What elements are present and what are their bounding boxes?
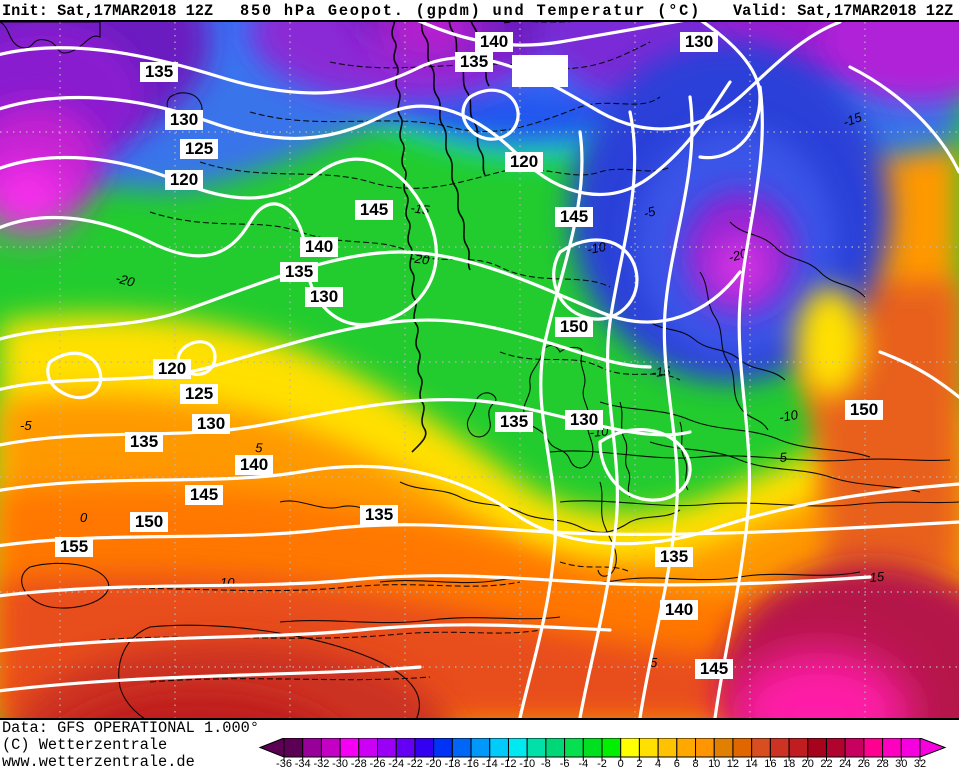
svg-text:18: 18 <box>783 758 795 770</box>
svg-text:135: 135 <box>500 412 528 431</box>
svg-text:14: 14 <box>745 758 757 770</box>
svg-text:-18: -18 <box>444 758 460 770</box>
svg-text:2: 2 <box>636 758 642 770</box>
svg-text:120: 120 <box>510 152 538 171</box>
svg-text:125: 125 <box>185 139 213 158</box>
svg-text:150: 150 <box>560 317 588 336</box>
svg-text:24: 24 <box>839 758 851 770</box>
svg-text:140: 140 <box>480 32 508 51</box>
svg-text:135: 135 <box>285 262 313 281</box>
svg-text:-36: -36 <box>276 758 292 770</box>
svg-text:155: 155 <box>60 537 88 556</box>
svg-text:-22: -22 <box>407 758 423 770</box>
svg-text:135: 135 <box>660 547 688 566</box>
svg-text:10: 10 <box>220 575 235 590</box>
svg-text:-4: -4 <box>578 758 588 770</box>
svg-text:4: 4 <box>655 758 661 770</box>
svg-text:10: 10 <box>708 758 720 770</box>
svg-text:125: 125 <box>185 384 213 403</box>
svg-text:130: 130 <box>570 410 598 429</box>
svg-text:-6: -6 <box>560 758 570 770</box>
svg-text:26: 26 <box>858 758 870 770</box>
svg-text:135: 135 <box>145 62 173 81</box>
svg-text:130: 130 <box>685 32 713 51</box>
svg-text:-20: -20 <box>426 758 442 770</box>
svg-text:120: 120 <box>170 170 198 189</box>
svg-text:-16: -16 <box>463 758 479 770</box>
svg-text:150: 150 <box>135 512 163 531</box>
svg-text:20: 20 <box>802 758 814 770</box>
svg-text:135: 135 <box>365 505 393 524</box>
svg-text:-28: -28 <box>351 758 367 770</box>
svg-text:16: 16 <box>764 758 776 770</box>
svg-text:145: 145 <box>360 200 388 219</box>
svg-text:135: 135 <box>460 52 488 71</box>
svg-text:140: 140 <box>305 237 333 256</box>
svg-text:-10: -10 <box>519 758 535 770</box>
svg-text:130: 130 <box>310 287 338 306</box>
svg-text:120: 120 <box>158 359 186 378</box>
svg-text:-34: -34 <box>295 758 311 770</box>
svg-text:130: 130 <box>197 414 225 433</box>
svg-text:32: 32 <box>914 758 926 770</box>
svg-text:0: 0 <box>618 758 624 770</box>
svg-text:-24: -24 <box>388 758 404 770</box>
svg-text:8: 8 <box>692 758 698 770</box>
svg-text:145: 145 <box>560 207 588 226</box>
svg-text:0: 0 <box>80 510 88 525</box>
svg-text:12: 12 <box>727 758 739 770</box>
svg-text:150: 150 <box>850 400 878 419</box>
svg-text:6: 6 <box>674 758 680 770</box>
svg-text:140: 140 <box>240 455 268 474</box>
svg-text:30: 30 <box>895 758 907 770</box>
svg-text:-8: -8 <box>541 758 551 770</box>
svg-text:28: 28 <box>876 758 888 770</box>
svg-text:-32: -32 <box>313 758 329 770</box>
svg-text:145: 145 <box>700 659 728 678</box>
svg-text:-2: -2 <box>597 758 607 770</box>
svg-text:130: 130 <box>170 110 198 129</box>
svg-text:-30: -30 <box>332 758 348 770</box>
svg-text:-14: -14 <box>482 758 498 770</box>
svg-text:145: 145 <box>190 485 218 504</box>
svg-text:22: 22 <box>820 758 832 770</box>
svg-text:-26: -26 <box>370 758 386 770</box>
svg-text:140: 140 <box>665 600 693 619</box>
svg-text:135: 135 <box>130 432 158 451</box>
svg-text:-12: -12 <box>501 758 517 770</box>
svg-text:-5: -5 <box>20 418 32 433</box>
